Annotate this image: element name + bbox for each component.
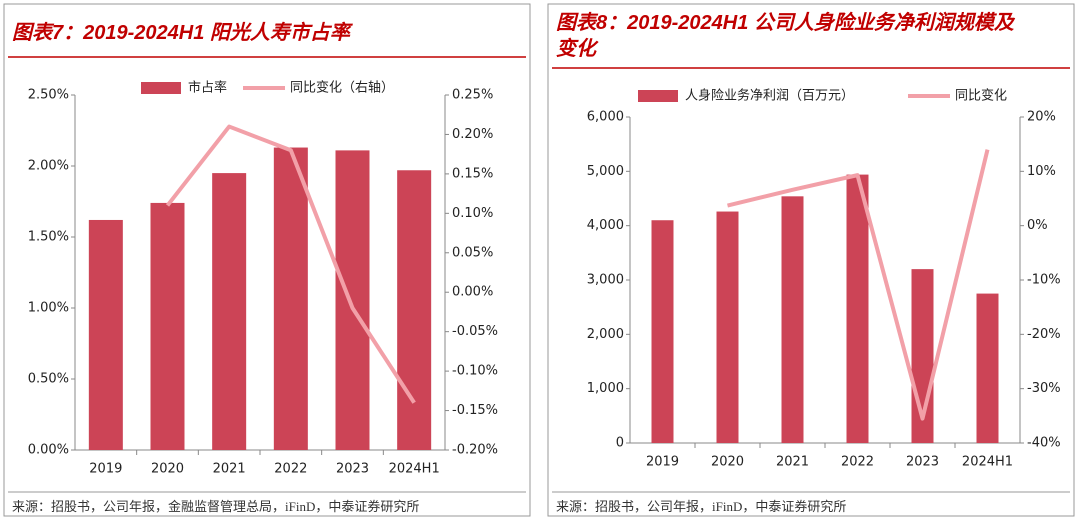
y-tick-label: 4,000 xyxy=(587,218,624,233)
x-tick-label: 2021 xyxy=(776,455,809,470)
y2-tick-label: -10% xyxy=(1027,273,1061,288)
y-tick-label: 6,000 xyxy=(587,110,624,125)
line xyxy=(165,124,416,404)
x-tick-label: 2022 xyxy=(841,455,874,470)
y2-tick-label: 20% xyxy=(1027,110,1056,125)
x-tick-label: 2019 xyxy=(89,462,122,477)
bar xyxy=(651,220,674,443)
y-tick-label: 3,000 xyxy=(587,273,624,288)
x-tick-label: 2023 xyxy=(336,462,369,477)
x-tick-label: 2024H1 xyxy=(962,455,1013,470)
y-tick-label: 1.00% xyxy=(28,301,69,316)
chart-title: 图表8：2019-2024H1 公司人身险业务净利润规模及变化 xyxy=(556,12,1014,60)
x-tick-label: 2019 xyxy=(646,455,679,470)
y-tick-label: 2.00% xyxy=(28,159,69,174)
legend-label: 人身险业务净利润（百万元） xyxy=(685,88,854,104)
y2-tick-label: -0.15% xyxy=(452,403,498,418)
bar xyxy=(976,293,999,443)
y2-tick-label: 0.20% xyxy=(452,127,493,142)
bar xyxy=(335,150,370,450)
y2-tick-label: -20% xyxy=(1027,327,1061,342)
legend-label: 同比变化 xyxy=(955,88,1007,104)
bar xyxy=(846,174,869,444)
x-tick-label: 2020 xyxy=(711,455,744,470)
y-tick-label: 5,000 xyxy=(587,164,624,179)
y2-tick-label: 0.10% xyxy=(452,206,493,221)
y-tick-label: 0 xyxy=(616,436,624,451)
y2-tick-label: 0.05% xyxy=(452,245,493,260)
y2-tick-label: -30% xyxy=(1027,381,1061,396)
x-tick-label: 2021 xyxy=(213,462,246,477)
legend-label: 市占率 xyxy=(188,80,227,96)
bar xyxy=(273,147,308,451)
y2-tick-label: -0.05% xyxy=(452,324,498,339)
y-tick-label: 1,000 xyxy=(587,381,624,396)
legend-label: 同比变化（右轴） xyxy=(290,80,394,96)
x-tick-label: 2022 xyxy=(274,462,307,477)
x-tick-label: 2020 xyxy=(151,462,184,477)
y2-tick-label: 10% xyxy=(1027,164,1056,179)
source-note: 来源：招股书，公司年报，金融监督管理总局，iFinD，中泰证券研究所 xyxy=(12,499,420,514)
chart-title: 图表7：2019-2024H1 阳光人寿市占率 xyxy=(12,22,350,44)
source-note: 来源：招股书，公司年报，iFinD，中泰证券研究所 xyxy=(556,499,847,514)
y2-tick-label: -40% xyxy=(1027,436,1061,451)
y2-tick-label: -0.10% xyxy=(452,364,498,379)
bar xyxy=(88,219,123,450)
panel-border xyxy=(547,3,1075,517)
x-tick-label: 2023 xyxy=(906,455,939,470)
y2-tick-label: 0.25% xyxy=(452,88,493,103)
x-tick-label: 2024H1 xyxy=(389,462,440,477)
bar xyxy=(781,196,804,443)
y2-tick-label: 0.00% xyxy=(452,285,493,300)
bar xyxy=(150,202,185,450)
y-tick-label: 0.00% xyxy=(28,443,69,458)
y-tick-label: 1.50% xyxy=(28,230,69,245)
y-tick-label: 0.50% xyxy=(28,372,69,387)
y-tick-label: 2,000 xyxy=(587,327,624,342)
panel-border xyxy=(3,3,531,517)
legend-swatch xyxy=(141,82,181,94)
y2-tick-label: 0% xyxy=(1027,218,1048,233)
bar xyxy=(397,170,432,450)
line xyxy=(727,149,990,421)
y2-tick-label: 0.15% xyxy=(452,166,493,181)
bar xyxy=(212,173,247,450)
legend-swatch xyxy=(638,90,678,102)
y-tick-label: 2.50% xyxy=(28,88,69,103)
y2-tick-label: -0.20% xyxy=(452,443,498,458)
bar xyxy=(716,211,739,443)
